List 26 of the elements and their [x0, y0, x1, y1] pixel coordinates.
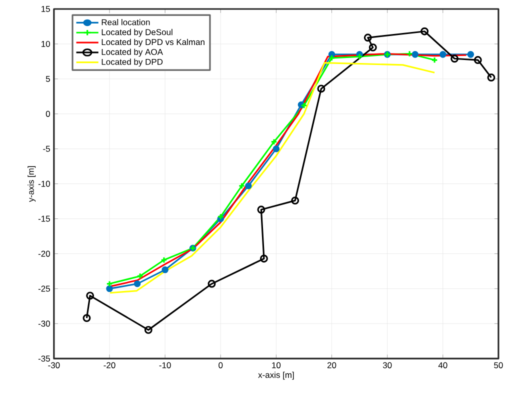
legend-label: Located by DPD vs Kalman — [102, 39, 204, 47]
x-tick-label: 0 — [218, 362, 223, 368]
y-tick-label: -30 — [38, 320, 50, 327]
y-tick-label: -20 — [38, 250, 50, 257]
y-tick-label: -25 — [38, 286, 50, 292]
y-tick-label: 10 — [42, 41, 50, 48]
x-tick-label: 50 — [494, 362, 503, 368]
y-tick-label: -35 — [38, 356, 50, 362]
x-tick-label: 40 — [438, 362, 448, 368]
y-axis-title: y-axis [m] — [28, 166, 36, 202]
x-tick-label: -20 — [104, 362, 116, 368]
x-tick-label: 30 — [382, 362, 392, 368]
x-tick-label: -10 — [159, 362, 171, 368]
y-tick-label: -10 — [38, 181, 50, 188]
y-tick-label: -15 — [38, 216, 50, 222]
y-tick-label: -5 — [43, 146, 50, 152]
x-axis-title: x-axis [m] — [258, 372, 294, 380]
x-tick-label: 20 — [327, 362, 336, 368]
x-tick-label: 10 — [272, 362, 281, 368]
legend-label: Real location — [102, 19, 150, 26]
y-tick-label: 15 — [42, 6, 50, 12]
y-tick-label: 0 — [46, 111, 50, 118]
y-tick-label: 5 — [46, 76, 50, 82]
legend-label: Located by DPD — [102, 58, 163, 67]
legend-label: Located by AOA — [102, 48, 163, 57]
legend-label: Located by DeSoul — [102, 29, 172, 38]
